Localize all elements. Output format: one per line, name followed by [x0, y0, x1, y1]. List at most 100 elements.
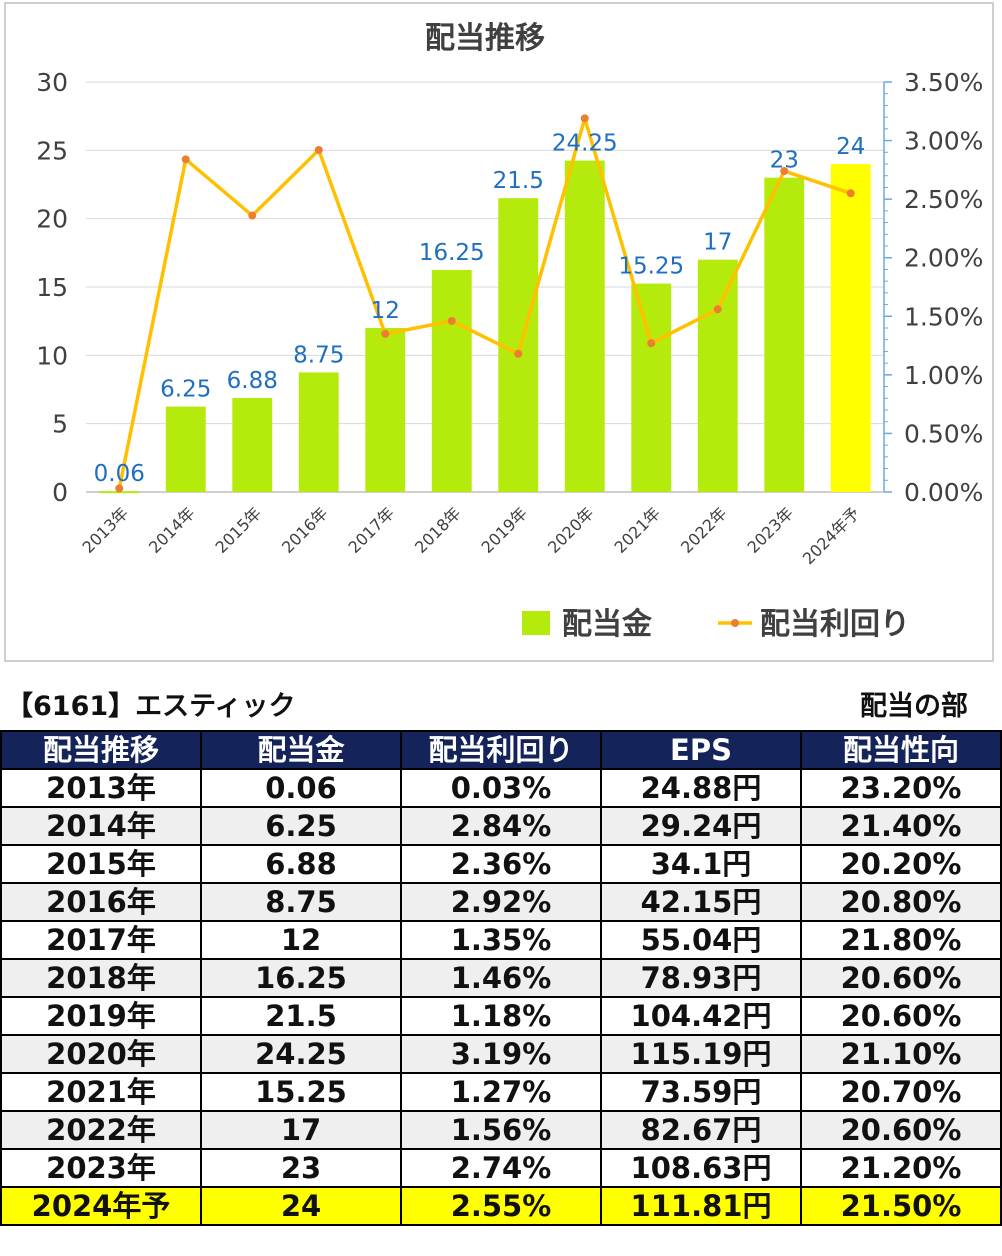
y-left-tick-label: 10	[36, 341, 68, 370]
yield-line	[117, 116, 852, 489]
legend-bar-swatch	[522, 611, 550, 635]
chart-title: 配当推移	[425, 21, 545, 56]
table-cell: 29.24円	[600, 806, 802, 846]
table-row: 2024年予 24 2.55% 111.81円 21.50%	[0, 1186, 1002, 1226]
table-row: 2014年 6.25 2.84% 29.24円 21.40%	[0, 806, 1002, 846]
table-row: 2017年 12 1.35% 55.04円 21.80%	[0, 920, 1002, 960]
bar	[830, 164, 871, 492]
bar-data-label: 12	[371, 298, 400, 324]
table-cell: 73.59円	[600, 1072, 802, 1112]
table-cell: 15.25	[200, 1072, 402, 1112]
table-cell: 24.88円	[600, 768, 802, 808]
y-right-tick-label: 1.50%	[904, 302, 983, 331]
table-cell: 20.70%	[800, 1072, 1002, 1112]
x-tick-label: 2014年	[145, 503, 199, 557]
dividend-table: 配当推移 配当金 配当利回り EPS 配当性向 2013年 0.06 0.03% 24.88円…	[0, 730, 1002, 1226]
bar	[697, 259, 738, 492]
table-cell: 2020年	[0, 1034, 202, 1074]
bar-data-label: 16.25	[419, 240, 485, 266]
table-cell: 1.27%	[400, 1072, 602, 1112]
table-cell: 2013年	[0, 768, 202, 808]
table-cell: 2.36%	[400, 844, 602, 884]
table-cell: 1.35%	[400, 920, 602, 960]
table-cell: 6.88	[200, 844, 402, 884]
section-title: 配当の部	[860, 691, 968, 722]
table-cell: 24.25	[200, 1034, 402, 1074]
table-row: 2023年 23 2.74% 108.63円 21.20%	[0, 1148, 1002, 1188]
bar	[764, 177, 805, 492]
table-cell: 16.25	[200, 958, 402, 998]
x-tick-label: 2021年	[611, 503, 665, 557]
legend-bar-label: 配当金	[562, 607, 653, 642]
x-tick-label: 2013年	[79, 503, 133, 557]
y-right-tick-label: 2.50%	[904, 185, 983, 214]
table-cell: 34.1円	[600, 844, 802, 884]
table-header-cell: 配当推移	[0, 730, 202, 770]
table-cell: 2022年	[0, 1110, 202, 1150]
table-row: 2015年 6.88 2.36% 34.1円 20.20%	[0, 844, 1002, 884]
table-row: 2019年 21.5 1.18% 104.42円 20.60%	[0, 996, 1002, 1036]
yield-marker	[580, 114, 589, 123]
table-cell: 1.56%	[400, 1110, 602, 1150]
x-tick-label: 2023年	[744, 503, 798, 557]
table-cell: 12	[200, 920, 402, 960]
table-cell: 2017年	[0, 920, 202, 960]
bar-data-label: 17	[703, 230, 732, 256]
y-left-tick-label: 15	[36, 273, 68, 302]
y-left-tick-label: 25	[36, 136, 68, 165]
table-cell: 23	[200, 1148, 402, 1188]
table-header-cell: 配当性向	[800, 730, 1002, 770]
dividend-chart: 配当推移 0 5 10 15 20 25 30 0.00% 0.50% 1.00% 1.50% 2.00…	[4, 2, 994, 662]
dividend-chart-svg: 配当推移 0 5 10 15 20 25 30 0.00% 0.50% 1.00% 1.50% 2.00…	[36, 21, 983, 642]
legend-line-marker	[731, 619, 739, 627]
table-header-cell: 配当金	[200, 730, 402, 770]
table-cell: 2.55%	[400, 1186, 602, 1226]
x-tick-label: 2018年	[411, 503, 465, 557]
table-header-row: 配当推移 配当金 配当利回り EPS 配当性向	[0, 730, 1002, 770]
bar	[232, 397, 273, 492]
yield-marker	[447, 316, 456, 325]
yield-marker	[314, 145, 323, 154]
table-cell: 2.74%	[400, 1148, 602, 1188]
x-tick-label: 2020年	[544, 503, 598, 557]
x-tick-label: 2019年	[478, 503, 532, 557]
yield-marker	[514, 349, 523, 358]
stock-title: 【6161】エスティック	[6, 691, 296, 722]
y-left-tick-label: 30	[36, 68, 68, 97]
table-cell: 42.15円	[600, 882, 802, 922]
bar-data-label: 6.88	[227, 368, 278, 394]
table-row: 2020年 24.25 3.19% 115.19円 21.10%	[0, 1034, 1002, 1074]
table-cell: 2.84%	[400, 806, 602, 846]
y-right-tick-label: 2.00%	[904, 244, 983, 273]
table-cell: 20.80%	[800, 882, 1002, 922]
yield-marker	[115, 484, 124, 493]
table-cell: 8.75	[200, 882, 402, 922]
table-cell: 2016年	[0, 882, 202, 922]
table-row: 2013年 0.06 0.03% 24.88円 23.20%	[0, 768, 1002, 808]
table-cell: 2021年	[0, 1072, 202, 1112]
table-cell: 2024年予	[0, 1186, 202, 1226]
table-cell: 78.93円	[600, 958, 802, 998]
table-cell: 1.18%	[400, 996, 602, 1036]
bar-data-label: 23	[770, 148, 799, 174]
bar-data-label: 0.06	[94, 461, 145, 487]
table-cell: 23.20%	[800, 768, 1002, 808]
table-cell: 0.03%	[400, 768, 602, 808]
y-right-tick-label: 0.00%	[904, 478, 983, 507]
table-cell: 115.19円	[600, 1034, 802, 1074]
bar-data-label: 6.25	[160, 377, 211, 403]
table-cell: 104.42円	[600, 996, 802, 1036]
table-header-cell: EPS	[600, 730, 802, 770]
table-cell: 21.20%	[800, 1148, 1002, 1188]
legend-line-label: 配当利回り	[760, 607, 910, 642]
table-cell: 0.06	[200, 768, 402, 808]
table-cell: 17	[200, 1110, 402, 1150]
bar	[564, 160, 605, 493]
table-cell: 20.60%	[800, 958, 1002, 998]
table-cell: 21.80%	[800, 920, 1002, 960]
table-row: 2016年 8.75 2.92% 42.15円 20.80%	[0, 882, 1002, 922]
x-tick-label: 2015年	[212, 503, 266, 557]
bar	[298, 372, 339, 492]
bar-data-label: 24	[836, 134, 865, 160]
table-cell: 20.20%	[800, 844, 1002, 884]
